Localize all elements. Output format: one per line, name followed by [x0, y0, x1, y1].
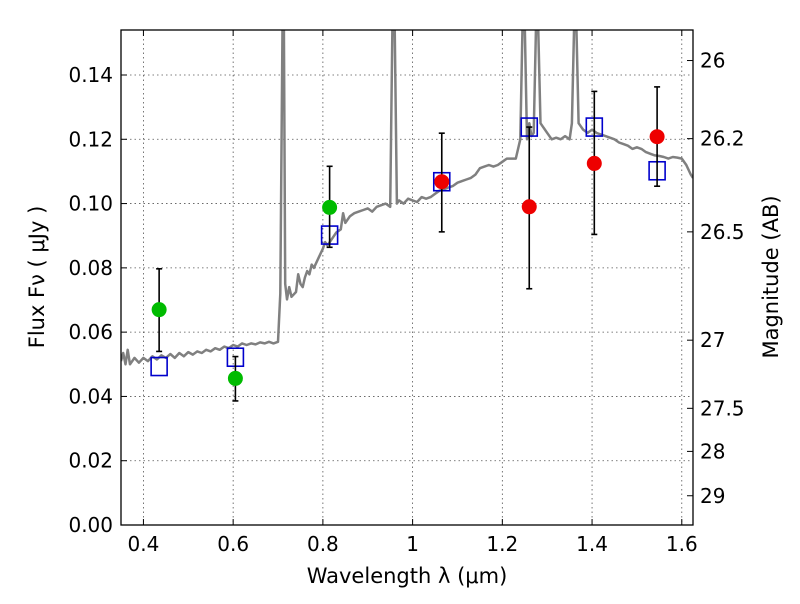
- hst-acs-photometry-point: [322, 199, 338, 215]
- tick-layer: 0.4 0.6 0.8 1 1.2 1.4 1.6 0.00 0.02 0.04 0.06 0.08 0…: [68, 30, 745, 556]
- x-tick-label: 0.8: [307, 532, 339, 556]
- y-tick-label: 0.06: [68, 320, 113, 344]
- y2-tick-label: 27: [700, 328, 725, 352]
- y-tick-label: 0.14: [68, 63, 113, 87]
- y2-tick-label: 27.5: [700, 396, 745, 420]
- hst-wfc3-photometry-point: [521, 199, 537, 215]
- y-tick-label: 0.12: [68, 127, 113, 151]
- hst-acs-photometry-point: [151, 302, 167, 318]
- x-tick-label: 1.4: [576, 532, 608, 556]
- y2-tick-label: 28: [700, 439, 725, 463]
- grid-layer: [121, 30, 693, 526]
- hst-wfc3-photometry-point: [649, 129, 665, 145]
- hst-wfc3-photometry-point: [434, 174, 450, 190]
- y2-tick-label: 26.2: [700, 127, 745, 151]
- x-axis-label: Wavelength λ (μm): [307, 564, 508, 588]
- y-tick-label: 0.08: [68, 256, 113, 280]
- y2-tick-label: 29: [700, 484, 725, 508]
- hst-acs-photometry-point: [227, 370, 243, 386]
- x-tick-label: 0.4: [128, 532, 160, 556]
- y-axis-label: Flux Fν ( μJy ): [25, 206, 49, 349]
- x-tick-label: 1.2: [486, 532, 518, 556]
- y2-tick-label: 26: [700, 49, 725, 73]
- y-tick-label: 0.00: [68, 513, 113, 537]
- y2-tick-label: 26.5: [700, 220, 745, 244]
- plot-frame: [120, 29, 694, 526]
- model-spectrum-line: [121, 30, 693, 366]
- y-tick-label: 0.02: [68, 449, 113, 473]
- x-tick-label: 1: [406, 532, 419, 556]
- model-photometry-square: [150, 356, 168, 377]
- x-tick-label: 0.6: [217, 532, 249, 556]
- y-tick-label: 0.04: [68, 384, 113, 408]
- hst-wfc3-photometry-point: [586, 155, 602, 171]
- x-tick-label: 1.6: [666, 532, 698, 556]
- data-layer: [121, 30, 693, 402]
- y2-axis-label: Magnitude (AB): [759, 195, 783, 358]
- y-tick-label: 0.10: [68, 192, 113, 216]
